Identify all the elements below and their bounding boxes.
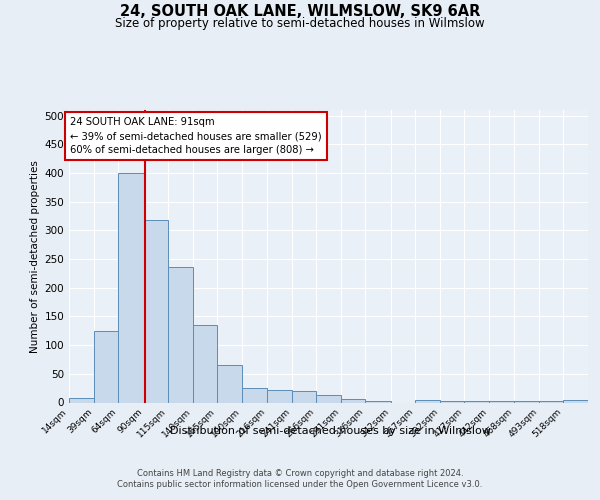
Bar [440, 401, 464, 402]
Bar [267, 390, 292, 402]
Text: 24, SOUTH OAK LANE, WILMSLOW, SK9 6AR: 24, SOUTH OAK LANE, WILMSLOW, SK9 6AR [120, 4, 480, 19]
Text: Distribution of semi-detached houses by size in Wilmslow: Distribution of semi-detached houses by … [170, 426, 490, 436]
Y-axis label: Number of semi-detached properties: Number of semi-detached properties [30, 160, 40, 352]
Bar [341, 399, 365, 402]
Bar [563, 400, 588, 402]
Text: Contains HM Land Registry data © Crown copyright and database right 2024.: Contains HM Land Registry data © Crown c… [137, 469, 463, 478]
Text: Contains public sector information licensed under the Open Government Licence v3: Contains public sector information licen… [118, 480, 482, 489]
Bar [489, 401, 514, 402]
Bar [168, 266, 193, 402]
Text: Size of property relative to semi-detached houses in Wilmslow: Size of property relative to semi-detach… [115, 18, 485, 30]
Bar [94, 331, 118, 402]
Bar [415, 400, 440, 402]
Bar [143, 220, 168, 402]
Text: 24 SOUTH OAK LANE: 91sqm
← 39% of semi-detached houses are smaller (529)
60% of : 24 SOUTH OAK LANE: 91sqm ← 39% of semi-d… [70, 118, 322, 156]
Bar [118, 172, 143, 402]
Bar [193, 325, 217, 402]
Bar [69, 398, 94, 402]
Bar [316, 395, 341, 402]
Bar [292, 391, 316, 402]
Bar [365, 401, 391, 402]
Bar [464, 401, 489, 402]
Bar [242, 388, 267, 402]
Bar [217, 365, 242, 403]
Bar [514, 401, 539, 402]
Bar [539, 401, 563, 402]
